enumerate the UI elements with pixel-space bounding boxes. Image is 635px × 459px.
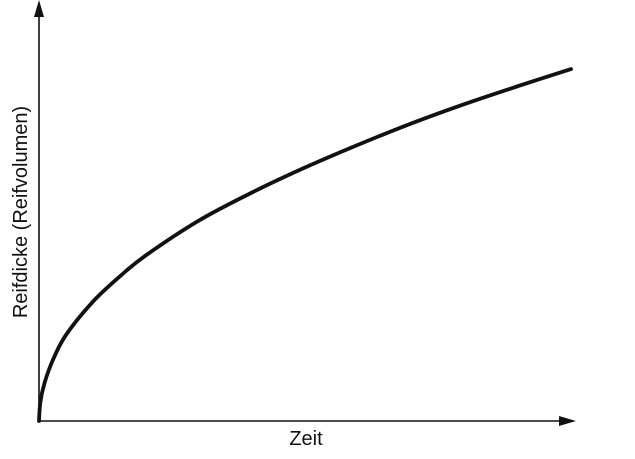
series-line [37, 67, 573, 423]
y-axis-arrowhead [34, 0, 44, 17]
x-axis-arrowhead [559, 416, 576, 426]
y-axis-label: Reifdicke (Reifvolumen) [10, 106, 32, 318]
x-axis-label: Zeit [289, 428, 323, 450]
